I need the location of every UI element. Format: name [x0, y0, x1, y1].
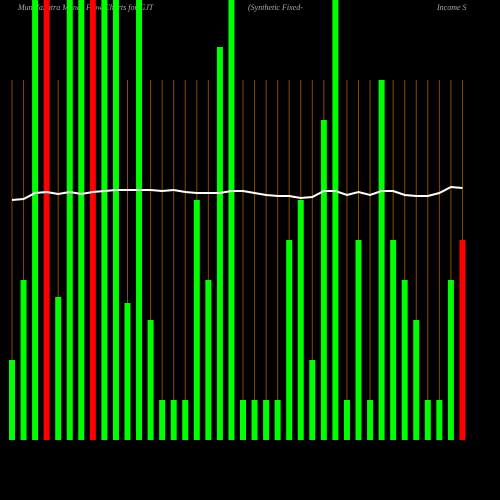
- bar: [147, 320, 154, 440]
- bar: [112, 0, 119, 440]
- bar: [136, 0, 143, 440]
- bar: [447, 280, 454, 440]
- bar: [320, 120, 327, 440]
- bar: [9, 360, 15, 440]
- bar: [401, 280, 408, 440]
- bar: [286, 240, 293, 440]
- bar: [193, 200, 200, 440]
- bar: [20, 280, 27, 440]
- bar: [297, 200, 304, 440]
- bar: [309, 360, 316, 440]
- bar: [55, 297, 62, 440]
- bar: [355, 240, 362, 440]
- bar: [216, 47, 223, 440]
- line: [11, 185, 463, 201]
- bar: [251, 400, 258, 440]
- bar: [170, 400, 177, 440]
- bar: [367, 400, 374, 440]
- bar: [78, 0, 85, 440]
- bar: [159, 400, 166, 440]
- bar: [205, 280, 212, 440]
- chart-subtitle: (Synthetic Fixed-: [248, 3, 303, 12]
- bar: [182, 400, 189, 440]
- chart-title: MunafaSutra Money Flow Charts for GJT: [17, 3, 154, 12]
- bar: [101, 0, 108, 440]
- bar: [436, 400, 443, 440]
- bar: [343, 400, 350, 440]
- bar: [89, 0, 96, 440]
- bar: [228, 0, 235, 440]
- bar: [424, 400, 431, 440]
- bar: [378, 80, 385, 440]
- bar: [43, 0, 50, 440]
- bar: [332, 0, 339, 440]
- bar: [240, 400, 246, 440]
- bar: [66, 0, 73, 440]
- bar: [263, 400, 270, 440]
- bar: [459, 240, 466, 440]
- bar: [413, 320, 420, 440]
- bar: [32, 0, 39, 440]
- bar: [274, 400, 281, 440]
- bar: [390, 240, 397, 440]
- chart-subtitle: Income S: [436, 3, 467, 12]
- bar: [124, 303, 131, 440]
